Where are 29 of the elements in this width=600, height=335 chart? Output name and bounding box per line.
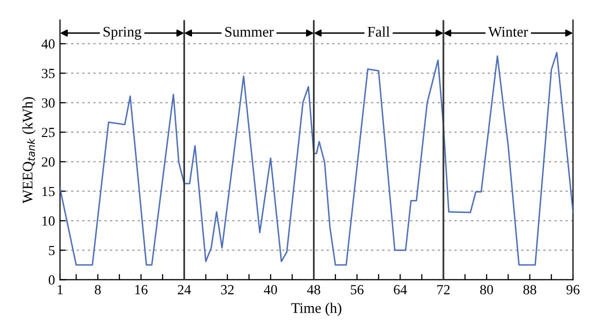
x-tick-label: 16 <box>135 285 148 294</box>
y-tick-label: 35 <box>42 68 55 78</box>
x-tick-label: 1 <box>58 285 63 294</box>
x-tick-label: 80 <box>480 284 494 294</box>
x-axis-title: Time (h) <box>291 302 342 316</box>
x-tick-label: 48 <box>307 284 320 294</box>
x-tick-label: 72 <box>437 285 450 294</box>
x-tick-label: 40 <box>264 284 278 294</box>
annotation: Spring <box>104 26 142 40</box>
y-tick-label: 15 <box>42 186 55 196</box>
x-tick-label: 56 <box>350 285 364 294</box>
y-tick-label: 25 <box>42 128 55 138</box>
y-tick-label: 30 <box>42 98 55 108</box>
x-tick-label: 32 <box>221 285 234 294</box>
y-tick-label: 10 <box>42 216 55 226</box>
y-axis-title: WEEQ$_{tank}$ (kWh) <box>22 97 36 204</box>
line-series <box>60 52 573 266</box>
y-tick-label: 20 <box>42 157 55 167</box>
y-tick-label: 5 <box>49 246 55 256</box>
x-tick-label: 8 <box>94 284 101 294</box>
annotation: Fall <box>368 26 390 37</box>
x-tick-label: 24 <box>178 285 191 294</box>
annotation: Winter <box>488 26 528 37</box>
x-tick-label: 96 <box>566 285 580 294</box>
x-tick-label: 64 <box>394 285 407 294</box>
annotation: Summer <box>225 26 274 37</box>
y-tick-label: 0 <box>48 275 55 285</box>
x-tick-label: 88 <box>523 284 536 294</box>
y-tick-label: 40 <box>42 39 55 49</box>
